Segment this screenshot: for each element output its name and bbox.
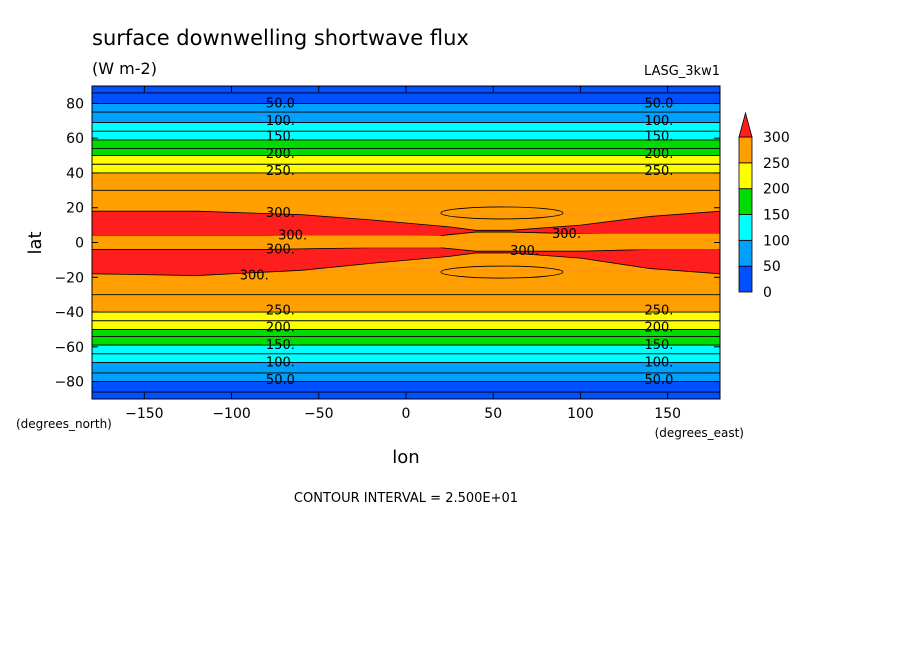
band-south-3 (92, 329, 720, 346)
model-label: LASG_3kw1 (644, 64, 720, 79)
equatorial-max-region (91, 210, 721, 276)
y-tick-label-7: 60 (66, 131, 84, 147)
x-tick-label-4: 50 (484, 406, 502, 422)
contour-label-7: 300. (266, 242, 295, 257)
colorbar-tick-label-4: 200 (763, 182, 790, 198)
contour-label-12: 100. (266, 355, 295, 370)
contour-label-22: 200. (644, 321, 673, 336)
contour-label-10: 200. (266, 321, 295, 336)
chart-title: surface downwelling shortwave flux (92, 26, 469, 50)
y-tick-label-4: 0 (75, 236, 84, 252)
contour-lines (92, 92, 720, 393)
y-axis-units: (degrees_north) (16, 417, 112, 431)
contour-label-5: 300. (266, 206, 295, 221)
contour-label-8: 300. (240, 269, 269, 284)
contour-label-21: 250. (644, 303, 673, 318)
y-tick-label-8: 80 (66, 96, 84, 112)
contour-label-11: 150. (266, 338, 295, 353)
contour-label-15: 100. (644, 114, 673, 129)
band-north-0 (92, 86, 720, 104)
y-tick-label-6: 40 (66, 166, 84, 182)
x-axis-units: (degrees_east) (655, 426, 744, 440)
colorbar-segment-0 (738, 265, 753, 293)
y-tick-label-5: 20 (66, 201, 84, 217)
contour-label-4: 250. (266, 164, 295, 179)
contour-label-0: 50.0 (266, 96, 295, 111)
colorbar-tick-label-1: 50 (763, 259, 781, 275)
contour-interval: CONTOUR INTERVAL = 2.500E+01 (294, 491, 518, 506)
x-axis-ticks: −150 −100 −50 0 50 100 150 (125, 86, 681, 422)
colorbar-tick-label-0: 0 (763, 285, 772, 301)
chart-units: (W m-2) (92, 59, 157, 78)
colorbar-segment-5 (738, 136, 753, 164)
colorbar: 0 50 100 150 200 250 300 (738, 111, 790, 301)
colorbar-segment-3 (738, 188, 753, 215)
contour-label-16: 150. (644, 129, 673, 144)
x-tick-label-1: −100 (212, 406, 250, 422)
band-north-3 (92, 139, 720, 156)
y-tick-label-3: −20 (54, 270, 84, 286)
colorbar-segment-1 (738, 239, 753, 267)
x-axis-label: lon (392, 447, 419, 468)
equator-strip-east (510, 233, 720, 250)
contour-oval-south (440, 265, 564, 279)
y-axis-ticks: −80 −60 −40 −20 0 20 40 60 80 (54, 96, 720, 391)
contour-label-3: 200. (266, 147, 295, 162)
colorbar-tick-label-3: 150 (763, 208, 790, 224)
colorbar-tick-label-2: 100 (763, 233, 790, 249)
colorbar-segment-4 (738, 162, 753, 190)
colorbar-tick-label-5: 250 (763, 156, 790, 172)
contour-label-14: 50.0 (644, 96, 673, 111)
band-north-5 (92, 172, 720, 215)
x-tick-label-5: 100 (567, 406, 594, 422)
colorbar-segment-2 (738, 214, 753, 241)
contour-label-25: 50.0 (644, 373, 673, 388)
contour-label-20: 300. (510, 244, 539, 259)
contour-labels: 50.0100.150.200.250.300.300.300.300.250.… (240, 96, 674, 388)
contour-label-24: 100. (644, 355, 673, 370)
y-tick-label-2: −40 (54, 305, 84, 321)
y-axis-label: lat (25, 231, 46, 254)
plot-area: 50.0100.150.200.250.300.300.300.300.250.… (54, 85, 721, 422)
colorbar-tick-label-6: 300 (763, 130, 790, 146)
contour-label-13: 50.0 (266, 373, 295, 388)
contour-label-9: 250. (266, 303, 295, 318)
band-north-1 (92, 103, 720, 123)
contour-label-2: 150. (266, 129, 295, 144)
contour-label-6: 300. (278, 229, 307, 244)
band-south-5 (92, 270, 720, 313)
x-tick-label-2: −50 (304, 406, 334, 422)
contour-label-18: 250. (644, 164, 673, 179)
y-tick-label-1: −60 (54, 340, 84, 356)
contour-label-1: 100. (266, 114, 295, 129)
contour-oval-north (440, 206, 564, 220)
x-tick-label-6: 150 (654, 406, 681, 422)
y-tick-label-0: −80 (54, 375, 84, 391)
colorbar-extend-triangle (738, 111, 753, 138)
contour-label-19: 300. (552, 227, 581, 242)
band-south-1 (92, 362, 720, 382)
equator-strip (92, 235, 441, 248)
x-tick-label-3: 0 (402, 406, 411, 422)
band-south-0 (92, 381, 720, 399)
contour-label-23: 150. (644, 338, 673, 353)
x-tick-label-0: −150 (125, 406, 163, 422)
contour-label-17: 200. (644, 147, 673, 162)
